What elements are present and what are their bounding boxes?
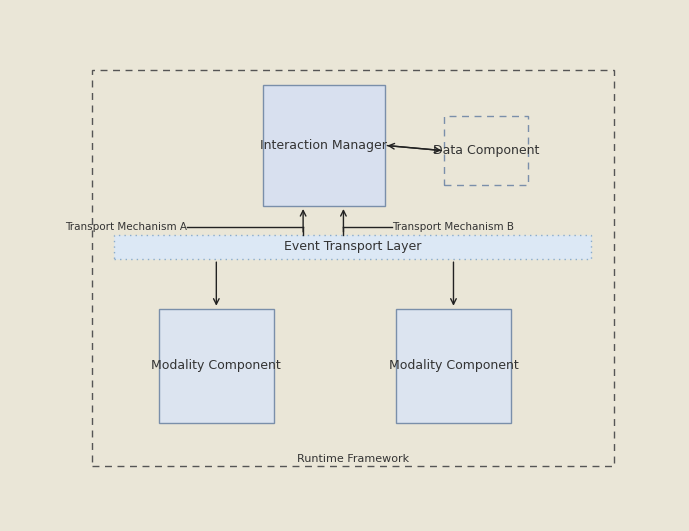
Text: Modality Component: Modality Component — [389, 359, 518, 372]
Text: Modality Component: Modality Component — [152, 359, 281, 372]
Text: Transport Mechanism A: Transport Mechanism A — [65, 222, 187, 232]
Bar — [444, 116, 528, 185]
Text: Event Transport Layer: Event Transport Layer — [284, 241, 421, 253]
Bar — [159, 309, 274, 423]
Text: Interaction Manager: Interaction Manager — [260, 139, 387, 152]
Bar — [396, 309, 511, 423]
Bar — [114, 235, 590, 259]
Text: Data Component: Data Component — [433, 144, 539, 157]
Text: Transport Mechanism B: Transport Mechanism B — [392, 222, 514, 232]
Text: Runtime Framework: Runtime Framework — [297, 453, 409, 464]
Bar — [263, 85, 384, 206]
